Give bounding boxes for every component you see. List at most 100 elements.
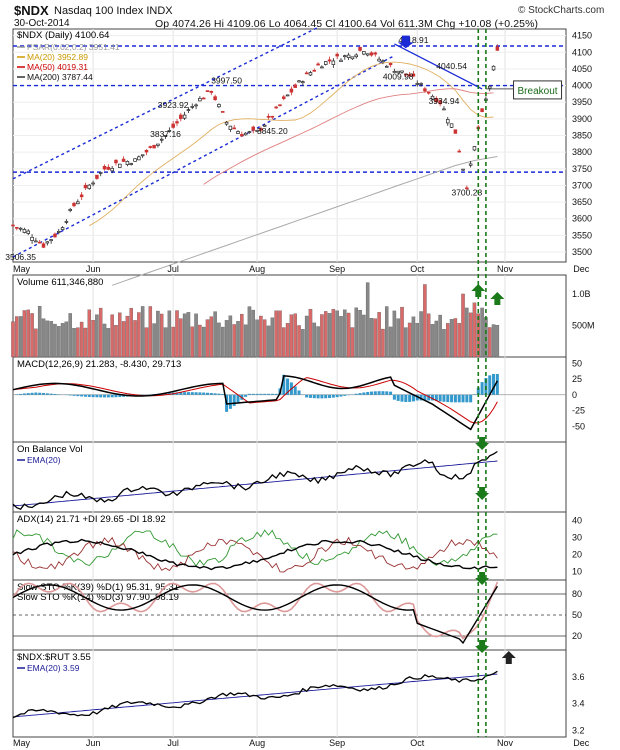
macd-histogram-bar (118, 394, 122, 398)
candle-body (243, 132, 248, 136)
macd-histogram-bar (110, 394, 114, 398)
volume-bar (159, 313, 164, 358)
candle-body (373, 52, 378, 55)
candle-body (194, 104, 198, 107)
volume-bar (476, 313, 481, 358)
candle-body (129, 163, 133, 165)
volume-bar (316, 326, 320, 358)
volume-bar (255, 319, 259, 358)
macd-histogram-bar (80, 394, 84, 397)
candle-body (415, 83, 420, 85)
candle-body (125, 160, 130, 165)
volume-bar (68, 313, 72, 358)
candle-body (270, 115, 275, 118)
volume-bar (430, 324, 435, 358)
macd-histogram-bar (396, 394, 400, 401)
volume-bar (171, 326, 175, 358)
price-title: $NDX (Daily) 4100.64 (17, 30, 109, 41)
candle-body (224, 121, 229, 125)
volume-bar (121, 321, 126, 358)
macd-histogram-bar (45, 393, 49, 395)
volume-bar (495, 325, 500, 358)
candle-body (434, 98, 439, 103)
bottom-axis-label: May (13, 738, 31, 748)
candle-body (339, 59, 343, 62)
adx-title: ADX(14) 21.71 +DI 29.65 -DI 18.92 (17, 514, 166, 525)
candle-body (22, 229, 27, 233)
macd-histogram-bar (255, 393, 259, 395)
macd-histogram-bar (68, 394, 72, 396)
volume-bar (426, 313, 431, 358)
volume-bar (102, 323, 107, 358)
macd-histogram-bar (343, 394, 347, 396)
volume-bar (407, 322, 412, 358)
adx-tick-label: 30 (572, 533, 582, 543)
plus-di-line (12, 529, 498, 567)
macd-histogram-bar (320, 394, 324, 399)
candle-body (438, 100, 442, 105)
macd-histogram-bar (385, 391, 389, 395)
candle-body (247, 131, 252, 133)
price-tick-label: 3950 (572, 97, 592, 107)
macd-histogram-bar (99, 394, 103, 398)
macd-histogram-bar (209, 393, 213, 395)
price-legend-label: MA(50) 4019.31 (27, 62, 88, 72)
candle-body (343, 55, 347, 58)
candle-body (209, 90, 214, 93)
price-x-tick-label: Sep (329, 264, 345, 274)
macd-histogram-bar (476, 387, 480, 395)
obv-line (12, 450, 498, 510)
bottom-axis-label: Dec (573, 738, 590, 748)
volume-bar (53, 323, 57, 358)
candle-body (461, 168, 465, 171)
candle-body (49, 239, 53, 242)
candle-body (297, 80, 301, 83)
candle-body (327, 59, 332, 62)
candle-body (491, 65, 496, 71)
candle-body (15, 226, 19, 229)
macd-histogram-bar (103, 394, 107, 398)
volume-bar (419, 311, 423, 358)
candle-body (426, 91, 431, 94)
slow-sto-line (12, 584, 498, 645)
volume-bar (87, 309, 92, 358)
volume-bar (339, 316, 343, 358)
volume-bar (194, 313, 198, 358)
volume-bar (373, 318, 378, 358)
volume-bar (129, 308, 133, 358)
volume-bar (228, 315, 233, 358)
ma20-line (89, 61, 494, 227)
candle-body (26, 230, 31, 234)
ratio-line (12, 670, 498, 719)
volume-bar (358, 309, 362, 358)
price-annotation: 3923.92 (158, 100, 189, 110)
candle-body (377, 58, 381, 62)
volume-bar (297, 325, 301, 358)
sto-tick-label: 80 (572, 589, 582, 599)
sto-title-1: Slow STO %K(39) %D(1) 95.31, 95.31 (17, 582, 179, 593)
volume-bar (110, 314, 114, 358)
adx-tick-label: 20 (572, 550, 582, 560)
volume-bar (152, 323, 156, 358)
volume-bar (259, 315, 263, 358)
macd-line (12, 375, 499, 431)
bottom-axis-label: Sep (329, 738, 345, 748)
volume-bar (91, 320, 95, 358)
volume-bar (411, 316, 416, 358)
macd-histogram-bar (339, 394, 343, 397)
volume-bar (365, 282, 370, 358)
volume-bar (11, 321, 15, 358)
price-tick-label: 3650 (572, 197, 592, 207)
candle-body (102, 165, 107, 170)
panel-frame-3 (12, 441, 567, 513)
candle-body (468, 163, 473, 166)
candle-body (262, 124, 267, 127)
macd-histogram-bar (461, 394, 465, 403)
macd-histogram-bar (228, 394, 232, 409)
macd-histogram-bar (469, 394, 473, 403)
ratio-tick-label: 3.6 (572, 672, 585, 682)
ratio-tick-label: 3.4 (572, 699, 585, 709)
candle-body (53, 233, 57, 238)
volume-bar (30, 313, 34, 358)
volume-bar (83, 327, 88, 358)
